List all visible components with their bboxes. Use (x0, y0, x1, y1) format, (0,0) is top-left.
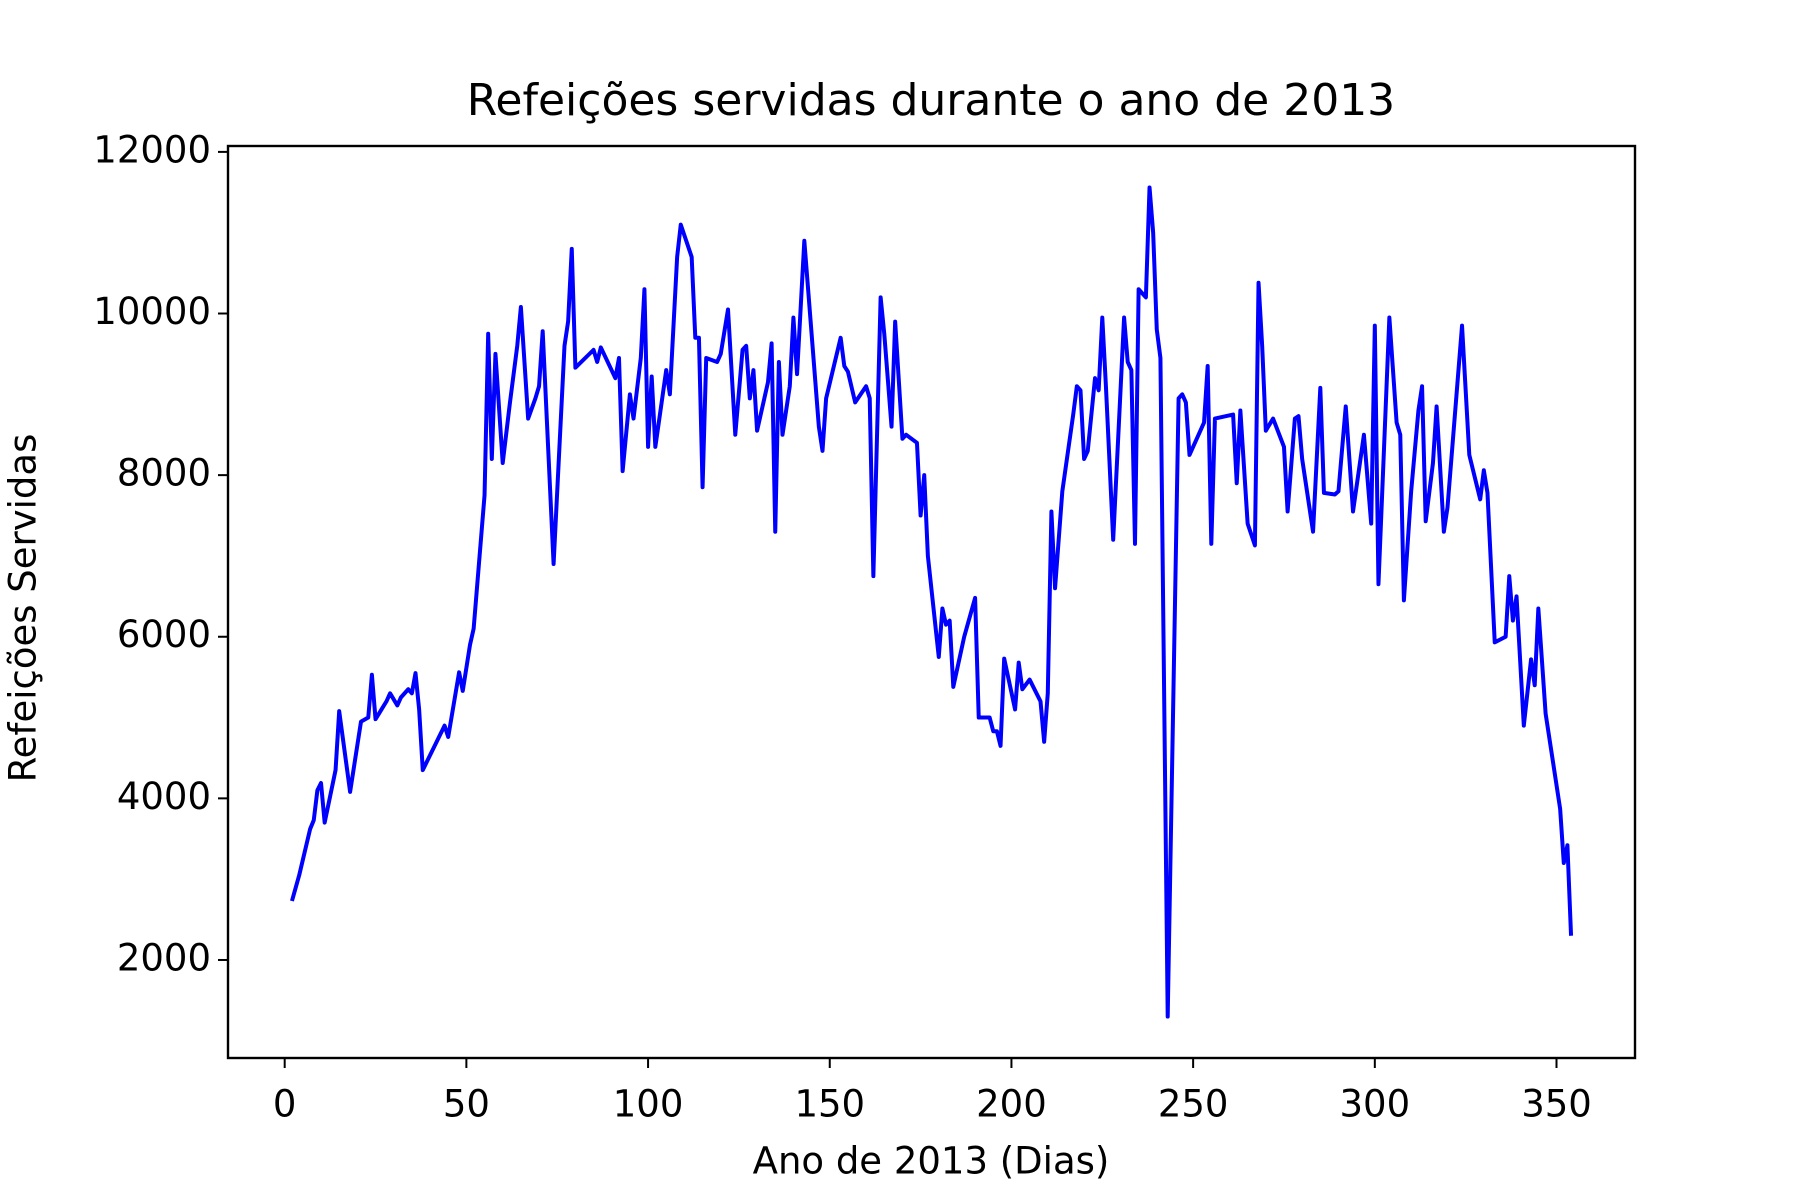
y-tick-label: 4000 (117, 775, 211, 818)
chart-title: Refeições servidas durante o ano de 2013 (467, 75, 1395, 126)
x-tick-label: 100 (613, 1083, 684, 1126)
x-tick-label: 0 (273, 1083, 297, 1126)
x-tick-label: 200 (976, 1083, 1047, 1126)
x-tick-label: 50 (443, 1083, 490, 1126)
y-tick-label: 10000 (93, 290, 211, 333)
x-axis-label: Ano de 2013 (Dias) (753, 1140, 1110, 1183)
y-tick-label: 8000 (117, 452, 211, 495)
axes-frame (226, 144, 1637, 1060)
y-axis-label: Refeições Servidas (2, 434, 45, 783)
x-tick-label: 300 (1340, 1083, 1411, 1126)
data-line (290, 185, 1574, 1019)
x-tick-label: 250 (1158, 1083, 1229, 1126)
x-tick-label: 150 (794, 1083, 865, 1126)
y-tick-label: 6000 (117, 613, 211, 656)
x-tick-label: 350 (1521, 1083, 1592, 1126)
y-tick-label: 12000 (93, 128, 211, 171)
y-tick-label: 2000 (117, 936, 211, 979)
